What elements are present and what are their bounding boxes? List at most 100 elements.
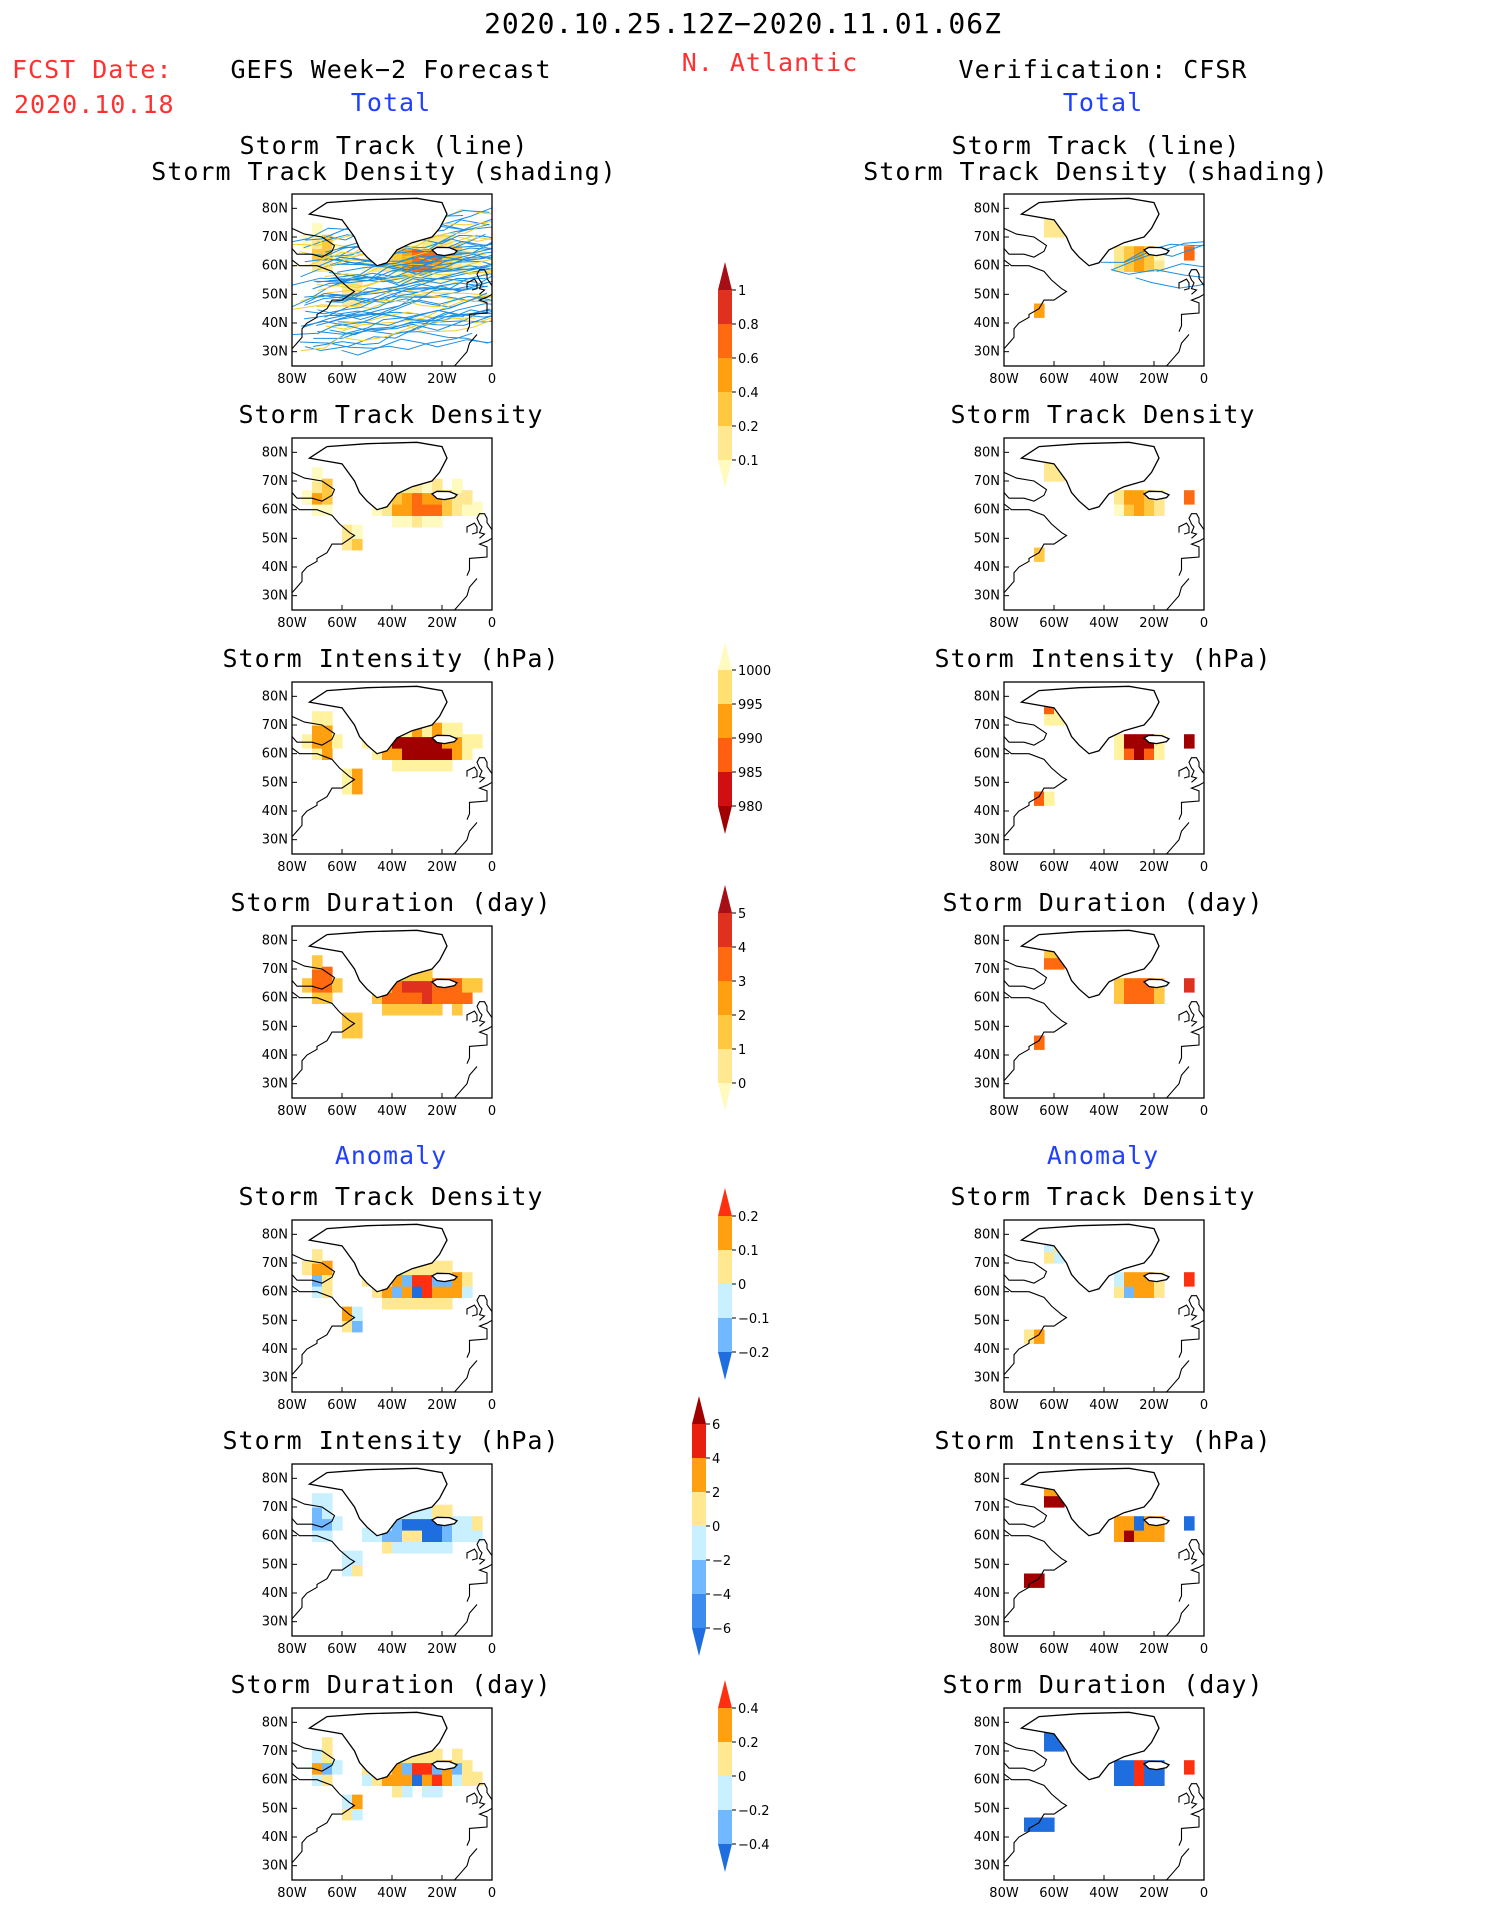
- lon-label: 20W: [427, 616, 457, 631]
- grid-cell: [352, 1012, 363, 1027]
- grid-cell: [432, 745, 443, 760]
- storm-track-line: [305, 265, 492, 315]
- storm-track-line: [317, 236, 492, 270]
- grid-cell: [432, 989, 443, 1004]
- lat-label: 50N: [262, 775, 288, 790]
- colorbar-label: 4: [712, 1452, 720, 1467]
- colorbar-density-anom: 0.2 0.1 0 −0.1 −0.2: [718, 1188, 788, 1426]
- grid-cell: [422, 1748, 433, 1764]
- map-verif-anom-duration: 80N 70N 60N 50N 40N 30N 80W 60W 40W 20W 0: [962, 1704, 1347, 1904]
- lon-label: 40W: [1089, 860, 1119, 875]
- grid-cell: [412, 1516, 423, 1531]
- colorbar-segment: [718, 772, 732, 806]
- grid-cell: [342, 780, 353, 795]
- lat-label: 40N: [262, 1586, 288, 1601]
- colorbar-label: 0.4: [738, 1702, 759, 1717]
- lon-label: 80W: [989, 1104, 1019, 1119]
- lon-label: 40W: [1089, 616, 1119, 631]
- lat-label: 60N: [974, 503, 1000, 518]
- lon-label: 60W: [327, 616, 357, 631]
- grid-cell: [402, 989, 413, 1004]
- grid-cell: [1124, 1516, 1135, 1531]
- grid-cell: [392, 1760, 403, 1775]
- coastline: [466, 1548, 478, 1561]
- right-duration-title: Storm Duration (day): [942, 888, 1264, 917]
- lat-label: 40N: [974, 1342, 1000, 1357]
- lon-label: 0: [488, 860, 496, 875]
- grid-cell: [342, 1306, 353, 1321]
- map-verif-anom-density: 80N 70N 60N 50N 40N 30N 80W 60W 40W 20W 0: [962, 1216, 1347, 1416]
- region-label: N. Atlantic: [681, 48, 859, 77]
- grid-cell: [402, 1760, 413, 1775]
- left-anom-intensity-title: Storm Intensity (hPa): [222, 1426, 560, 1455]
- coastline: [1142, 734, 1171, 745]
- lat-label: 30N: [974, 1371, 1000, 1386]
- grid-cell: [312, 234, 323, 250]
- colorbar-duration-total: 5 4 3 2 1 0: [718, 885, 788, 1157]
- storm-track-line: [330, 238, 492, 258]
- coastline: [1178, 1025, 1204, 1064]
- grid-cell: [382, 745, 393, 760]
- map-verif-anom-intensity: 80N 70N 60N 50N 40N 30N 80W 60W 40W 20W 0: [962, 1460, 1347, 1660]
- grid-cell: [1184, 246, 1195, 261]
- storm-track-line: [316, 256, 486, 276]
- colorbar-label: 0.4: [738, 386, 759, 401]
- grid-cell: [452, 734, 463, 749]
- grid-cell: [322, 1748, 333, 1764]
- grid-cell: [412, 722, 423, 738]
- left-track-title-1: Storm Track (line): [239, 131, 529, 160]
- coastline: [307, 441, 448, 511]
- grid-cell: [1044, 1737, 1055, 1752]
- coastline: [1178, 781, 1204, 820]
- grid-cell: [452, 978, 463, 993]
- grid-cell: [322, 711, 333, 726]
- lon-label: 60W: [1039, 1886, 1069, 1901]
- left-intensity-title: Storm Intensity (hPa): [222, 644, 560, 673]
- lat-label: 40N: [974, 1586, 1000, 1601]
- grid-cell: [422, 1539, 433, 1554]
- lat-label: 80N: [262, 445, 288, 460]
- grid-cell: [1134, 1283, 1145, 1298]
- grid-cell: [1034, 303, 1045, 318]
- coastline: [292, 227, 336, 258]
- lat-label: 60N: [262, 259, 288, 274]
- colorbar-label: 3: [738, 975, 746, 990]
- right-track-title-2: Storm Track Density (shading): [863, 157, 1329, 186]
- lat-label: 80N: [262, 689, 288, 704]
- grid-cell: [432, 1527, 443, 1542]
- grid-cell: [1034, 1817, 1045, 1832]
- grid-cell: [1034, 791, 1045, 806]
- coastline: [292, 991, 356, 1082]
- lon-label: 0: [1200, 860, 1208, 875]
- coastline: [466, 1304, 478, 1317]
- grid-cell: [1184, 734, 1195, 749]
- grid-cell: [412, 966, 423, 982]
- colorbar-label: 980: [738, 800, 763, 815]
- grid-cell: [442, 1527, 453, 1542]
- grid-cell: [342, 1806, 353, 1821]
- storm-track-line: [337, 295, 492, 321]
- grid-cell: [322, 1771, 333, 1786]
- grid-cell: [322, 1283, 333, 1298]
- grid-cell: [1124, 257, 1135, 272]
- grid-cell: [332, 1760, 343, 1775]
- lat-label: 80N: [262, 1227, 288, 1242]
- grid-cell: [1184, 1516, 1195, 1531]
- lat-label: 40N: [262, 560, 288, 575]
- storm-track-line: [305, 277, 477, 304]
- lat-label: 40N: [974, 1830, 1000, 1845]
- lat-label: 80N: [974, 1715, 1000, 1730]
- lon-label: 0: [1200, 1642, 1208, 1657]
- colorbar-segment: [718, 913, 732, 947]
- lat-label: 70N: [974, 962, 1000, 977]
- grid-cell: [402, 1783, 413, 1798]
- grid-cell: [462, 1516, 473, 1531]
- grid-cell: [422, 234, 433, 250]
- coastline: [1178, 293, 1204, 332]
- grid-cell: [322, 1493, 333, 1508]
- colorbar-label: −6: [712, 1622, 731, 1637]
- coastline: [1019, 929, 1160, 999]
- lat-label: 40N: [974, 1048, 1000, 1063]
- coastline: [430, 734, 459, 745]
- grid-cell: [1044, 1249, 1055, 1264]
